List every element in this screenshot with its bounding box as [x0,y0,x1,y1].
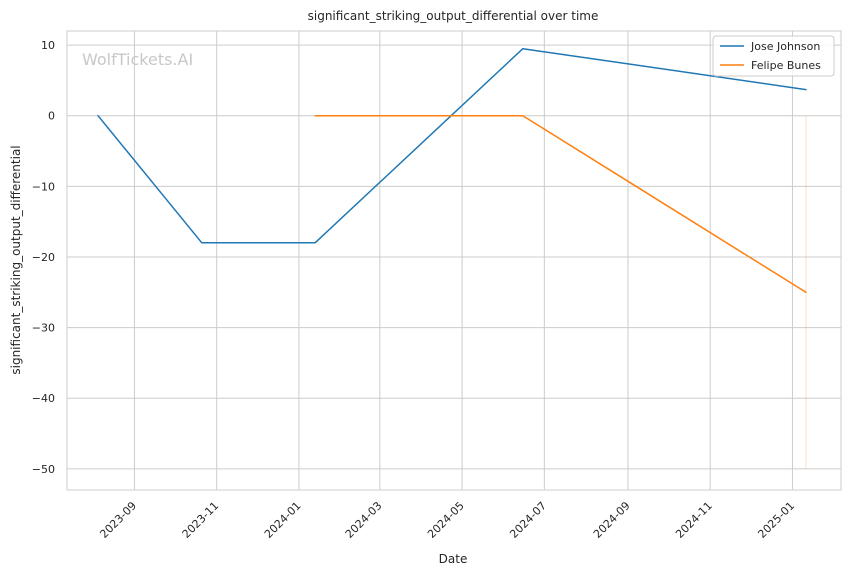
series-line [314,114,807,294]
y-tick-label: −30 [32,322,55,335]
chart-title: significant_striking_output_differential… [308,9,599,23]
grid-lines [67,31,841,490]
x-tick-label: 2024-05 [425,499,467,541]
x-tick-label: 2025-01 [755,499,797,541]
plot-frame [66,30,842,491]
x-axis-label: Date [439,552,468,566]
y-axis-label: significant_striking_output_differential [9,145,23,374]
series-line [97,47,807,244]
y-tick-label: −50 [32,463,55,476]
legend: Jose Johnson Felipe Bunes [712,35,835,77]
y-tick-label: 10 [41,39,55,52]
x-tick-label: 2024-09 [591,499,633,541]
series-lines [97,47,807,469]
x-tick-label: 2024-03 [343,499,385,541]
legend-label: Jose Johnson [750,40,820,53]
x-tick-label: 2023-09 [97,499,139,541]
x-tick-label: 2024-11 [673,499,715,541]
y-tick-label: −40 [32,392,55,405]
x-tick-label: 2024-01 [262,499,304,541]
watermark: WolfTickets.AI [82,50,193,69]
y-tick-label: −20 [32,251,55,264]
y-tick-label: −10 [32,180,55,193]
plot-area [67,31,841,490]
x-tick-label: 2023-11 [180,499,222,541]
legend-label: Felipe Bunes [751,59,821,72]
y-tick-label: 0 [48,110,55,123]
x-tick-label: 2024-07 [507,499,549,541]
